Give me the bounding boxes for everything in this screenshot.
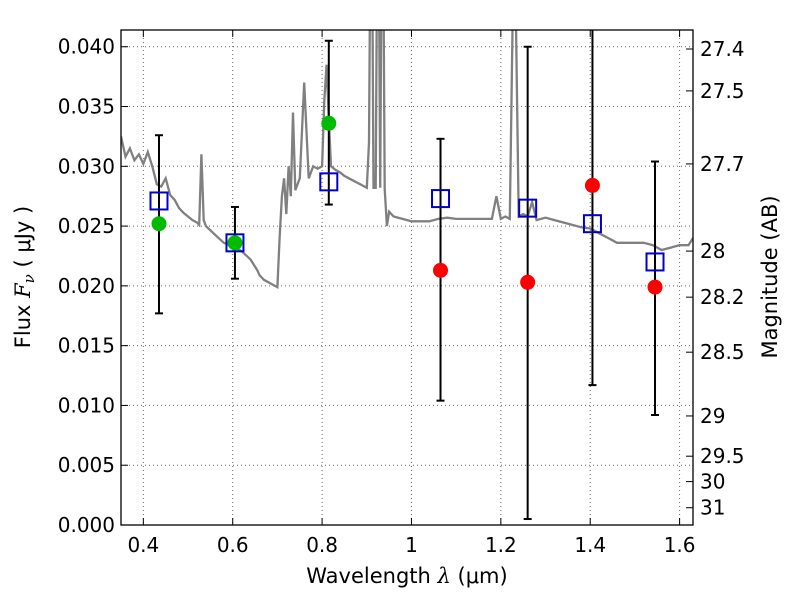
- y-tick-label: 0.005: [58, 453, 115, 477]
- y2-tick-label: 28.2: [700, 285, 745, 309]
- x-tick-label: 0.6: [217, 533, 249, 557]
- y-axis-label-symbol: F: [11, 282, 35, 299]
- y2-tick-label: 28: [700, 239, 725, 263]
- x-tick-label: 0.8: [306, 533, 338, 557]
- detection-point: [321, 115, 337, 131]
- x-axis-label-unit: (μm): [451, 564, 508, 588]
- y-tick-label: 0.015: [58, 334, 115, 358]
- x-tick-label: 1: [405, 533, 418, 557]
- grid-lines: [121, 30, 693, 526]
- x-tick-label: 1.6: [664, 533, 696, 557]
- non-detection-point: [433, 262, 449, 278]
- y2-tick-label: 31: [700, 496, 725, 520]
- x-tick-label: 0.4: [127, 533, 159, 557]
- x-axis-label-text: Wavelength: [306, 564, 437, 588]
- y-tick-label: 0.040: [58, 35, 115, 59]
- axis-ticks: 0.4 0.6 0.8 1 1.2 1.4 1.6 0.000 0.005 0.010 0.015 0…: [58, 30, 745, 557]
- x-axis-label: Wavelength λ (μm): [306, 564, 507, 588]
- model-photometry-square: [518, 198, 538, 218]
- y-tick-label: 0.010: [58, 393, 115, 417]
- non-detection-point: [647, 279, 663, 295]
- x-tick-label: 1.4: [574, 533, 606, 557]
- y2-tick-label: 30: [700, 470, 725, 494]
- non-detection-point: [584, 177, 600, 193]
- y2-tick-label: 27.4: [700, 37, 745, 61]
- detection-point: [151, 216, 167, 232]
- plot-frame: [120, 29, 694, 526]
- y-axis-label-unit: ( μJy ): [11, 206, 35, 274]
- model-photometry-square: [149, 191, 169, 211]
- y-axis-label-text: Flux: [11, 298, 35, 348]
- y-tick-label: 0.030: [58, 154, 115, 178]
- detection-point: [227, 235, 243, 251]
- model-photometry-square: [319, 172, 339, 192]
- non-detection-point: [520, 274, 536, 290]
- y-axis-label-subscript: ν: [20, 274, 38, 283]
- y2-tick-label: 27.5: [700, 79, 745, 103]
- y2-tick-label: 29: [700, 404, 725, 428]
- y-tick-label: 0.025: [58, 214, 115, 238]
- y2-tick-label: 28.5: [700, 340, 745, 364]
- y-tick-label: 0.035: [58, 95, 115, 119]
- data-marks: [149, 115, 665, 295]
- y-axis-label: Flux Fν ( μJy ): [11, 206, 38, 348]
- model-photometry-square: [582, 214, 602, 234]
- y-tick-label: 0.000: [58, 513, 115, 537]
- y-tick-label: 0.020: [58, 274, 115, 298]
- model-photometry-square: [645, 252, 665, 272]
- y2-axis-label: Magnitude (AB): [758, 195, 782, 358]
- y2-tick-label: 29.5: [700, 444, 745, 468]
- model-photometry-square: [431, 189, 451, 209]
- x-tick-label: 1.2: [485, 533, 517, 557]
- y2-tick-label: 27.7: [700, 152, 745, 176]
- model-spectrum-line: [121, 30, 693, 289]
- model-photometry-square: [225, 233, 245, 253]
- x-axis-label-symbol: λ: [437, 564, 451, 588]
- plot-area: [121, 30, 693, 521]
